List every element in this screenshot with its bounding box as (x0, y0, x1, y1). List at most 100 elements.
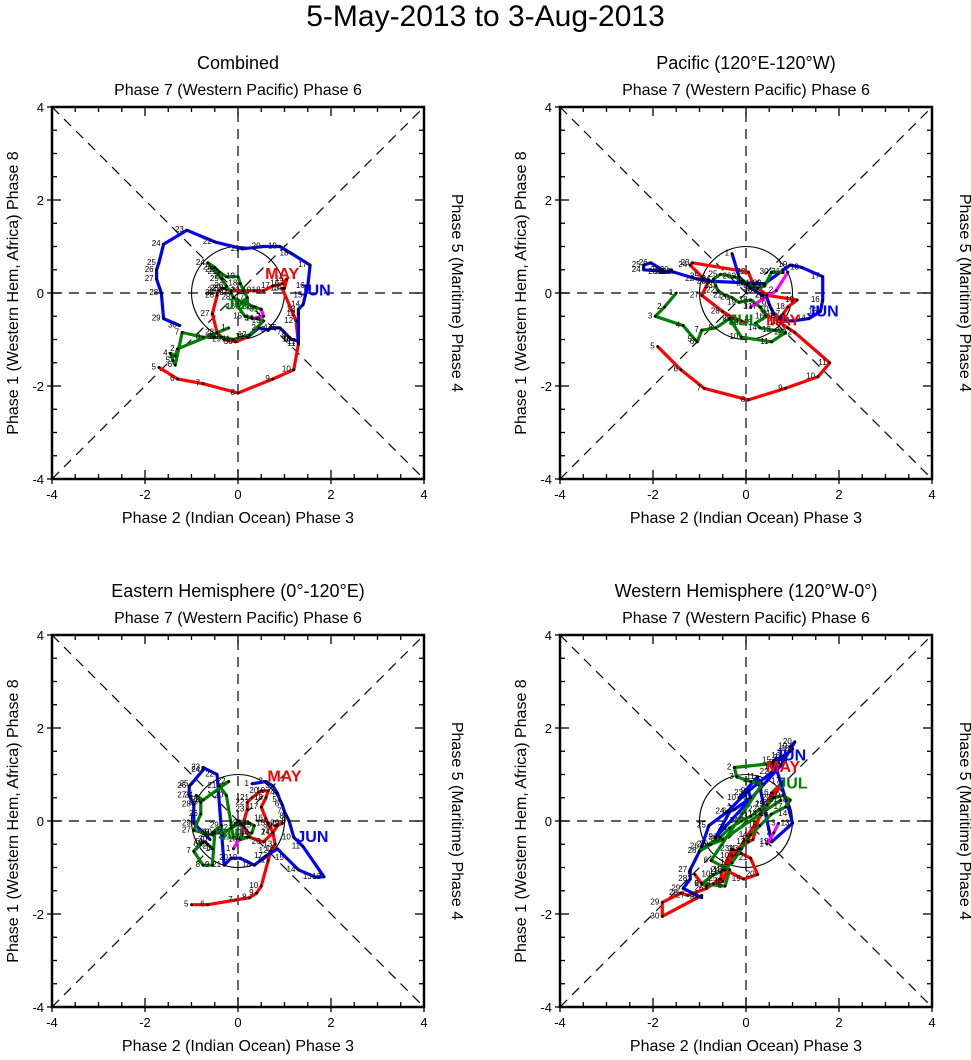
day-marker (730, 296, 734, 300)
day-label: 19 (727, 297, 736, 306)
day-label: 11 (818, 358, 827, 367)
day-label: 5 (270, 323, 275, 332)
day-label: 1 (205, 844, 210, 853)
day-marker (786, 270, 790, 274)
day-label: 14 (261, 828, 270, 837)
day-label: 27 (219, 288, 228, 297)
day-label: 25 (690, 272, 699, 281)
day-marker (737, 847, 741, 851)
day-marker (698, 849, 701, 853)
day-label: 7 (697, 383, 702, 392)
chart-panel-2: Pacific (120°E-120°W) Phase 7 (Western Pa… (513, 53, 971, 527)
x-tick-label: 2 (835, 487, 842, 502)
day-marker (739, 335, 743, 339)
day-label: 19 (778, 742, 787, 751)
day-marker (700, 293, 704, 297)
day-marker (201, 863, 205, 867)
day-marker (723, 868, 727, 872)
day-marker (707, 279, 711, 283)
day-marker (269, 326, 272, 330)
day-label: 29 (650, 897, 659, 906)
day-marker (751, 282, 755, 286)
day-marker (721, 880, 725, 883)
day-marker (285, 277, 289, 281)
day-marker (728, 317, 732, 320)
day-marker (245, 296, 249, 300)
day-marker (760, 782, 764, 786)
x-axis-label: Phase 2 (Indian Ocean) Phase 3 (122, 510, 354, 527)
day-label: 31 (771, 267, 780, 276)
day-label: 8 (196, 860, 201, 869)
day-marker (723, 884, 727, 888)
day-marker (714, 326, 718, 330)
day-marker (252, 289, 256, 293)
day-label: 17 (235, 293, 244, 302)
day-marker (220, 824, 224, 828)
day-label: 1 (771, 758, 776, 767)
day-label: 17 (778, 746, 787, 755)
day-label: 31 (769, 795, 778, 804)
day-label: 21 (219, 286, 228, 295)
day-marker (192, 828, 196, 832)
day-label: 1 (669, 288, 674, 297)
day-marker (712, 882, 715, 886)
day-marker (791, 747, 794, 751)
day-marker (213, 240, 217, 244)
day-marker (709, 842, 713, 846)
day-label: 11 (257, 856, 266, 865)
day-marker (292, 835, 296, 839)
day-label: 6 (694, 879, 699, 888)
day-label: 25 (205, 288, 214, 297)
day-marker (779, 314, 783, 318)
day-label: 11 (222, 335, 231, 344)
day-marker (238, 838, 242, 841)
day-marker (788, 812, 792, 816)
day-marker (756, 873, 760, 876)
day-marker (721, 868, 725, 872)
day-marker (695, 340, 699, 344)
day-label: 4 (163, 348, 168, 357)
day-label: 11 (287, 339, 296, 348)
x-axis-label: Phase 2 (Indian Ocean) Phase 3 (122, 1038, 354, 1055)
day-label: 24 (632, 265, 641, 274)
day-marker (218, 270, 221, 274)
day-marker (779, 321, 783, 325)
day-marker (273, 824, 277, 828)
day-label: 30 (224, 337, 233, 346)
day-label: 19 (771, 790, 780, 799)
chart-panel-3: Eastern Hemisphere (0°-120°E) Phase 7 (We… (5, 581, 465, 1055)
x-tick-label: 0 (234, 1015, 241, 1030)
x-axis-label: Phase 2 (Indian Ocean) Phase 3 (630, 1038, 862, 1055)
day-label: 20 (755, 290, 764, 299)
day-marker (264, 796, 268, 800)
day-label: 3 (168, 351, 173, 360)
day-marker (222, 338, 226, 341)
day-label: 20 (214, 272, 223, 281)
day-marker (784, 386, 787, 390)
day-marker (758, 326, 762, 330)
day-marker (653, 314, 657, 318)
day-label: 26 (145, 265, 154, 274)
day-marker (213, 335, 217, 339)
day-marker (672, 270, 676, 274)
day-label: 1 (780, 267, 785, 276)
day-marker (700, 882, 704, 886)
day-label: 24 (184, 790, 193, 799)
day-label: 12 (219, 823, 228, 832)
day-label: 11 (760, 337, 769, 346)
day-marker (266, 789, 270, 793)
day-marker (278, 326, 282, 330)
day-label: 30 (650, 911, 659, 920)
day-marker (224, 794, 228, 797)
day-label: 25 (238, 832, 247, 841)
day-label: 11 (292, 842, 301, 851)
diagonal-guide-line (559, 634, 933, 1008)
day-marker (262, 840, 265, 844)
day-label: 2 (258, 776, 263, 785)
day-marker (749, 780, 753, 783)
day-label: 28 (669, 888, 678, 897)
day-label: 11 (213, 828, 222, 837)
day-marker (746, 789, 750, 793)
day-label: 26 (722, 272, 731, 281)
day-marker (779, 763, 783, 767)
